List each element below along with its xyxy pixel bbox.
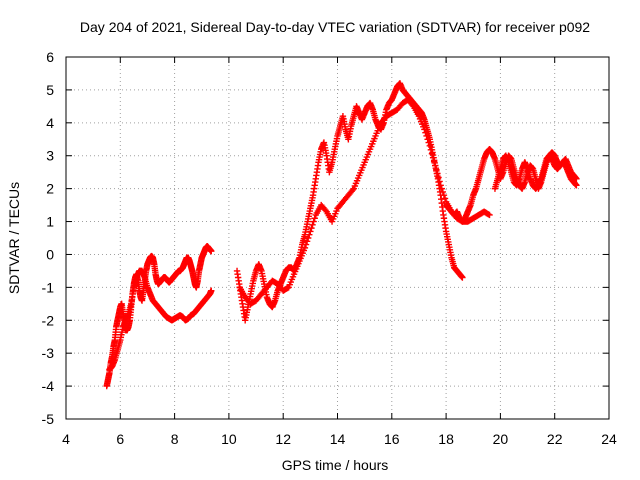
data-point-marker xyxy=(306,231,313,238)
data-point-marker xyxy=(427,146,435,154)
y-tick-labels: -5 -4 -3 -2 -1 0 1 2 3 4 5 6 xyxy=(42,49,55,427)
data-point-marker xyxy=(436,178,443,185)
x-tick-label: 12 xyxy=(275,431,291,447)
data-point-marker xyxy=(437,182,444,189)
data-point-marker xyxy=(438,185,445,192)
data-point-marker xyxy=(430,158,438,165)
data-point-marker xyxy=(440,192,448,199)
data-point-marker xyxy=(310,218,317,225)
data-point-marker xyxy=(409,101,416,109)
y-tick-label: 6 xyxy=(46,49,54,65)
y-tick-label: -1 xyxy=(42,279,55,295)
data-point-marker xyxy=(432,162,439,169)
series-segment-3 xyxy=(442,145,580,225)
data-point-marker xyxy=(311,215,318,222)
data-point-marker xyxy=(349,186,356,194)
series-segment-1 xyxy=(103,243,215,390)
data-point-marker xyxy=(422,129,429,136)
x-tick-label: 16 xyxy=(384,431,400,447)
data-point-marker xyxy=(423,132,430,140)
x-tick-label: 6 xyxy=(116,431,124,447)
data-points xyxy=(103,80,580,390)
y-tick-label: 2 xyxy=(46,181,54,197)
x-tick-label: 4 xyxy=(62,431,70,447)
data-point-marker xyxy=(308,224,315,232)
data-point-marker xyxy=(573,182,580,189)
data-point-marker xyxy=(322,207,329,214)
x-tick-label: 22 xyxy=(547,431,563,447)
data-point-marker xyxy=(424,136,431,143)
data-point-marker xyxy=(433,166,440,173)
data-point-marker xyxy=(208,247,215,255)
x-tick-label: 24 xyxy=(601,431,617,447)
y-tick-label: 1 xyxy=(46,214,54,230)
y-tick-label: 0 xyxy=(46,246,54,262)
data-point-marker xyxy=(434,170,441,177)
y-tick-label: 5 xyxy=(46,82,54,98)
x-tick-label: 8 xyxy=(171,431,179,447)
data-point-marker xyxy=(303,238,311,245)
y-tick-label: -2 xyxy=(42,312,55,328)
data-point-marker xyxy=(307,228,314,235)
x-tick-labels: 4 6 8 10 12 14 16 18 20 22 24 xyxy=(62,431,617,447)
data-point-marker xyxy=(441,195,449,202)
data-point-marker xyxy=(304,234,312,242)
series-segment-3b xyxy=(491,152,580,192)
y-tick-label: 4 xyxy=(46,115,54,131)
data-point-marker xyxy=(428,150,436,157)
data-point-marker xyxy=(301,244,309,252)
series-segment-2b xyxy=(236,96,493,308)
y-axis-label: SDTVAR / TECUs xyxy=(6,182,22,294)
y-tick-label: 3 xyxy=(46,148,54,164)
x-tick-label: 18 xyxy=(438,431,454,447)
data-point-marker xyxy=(439,188,447,196)
chart-title: Day 204 of 2021, Sidereal Day-to-day VTE… xyxy=(80,19,590,35)
y-tick-label: -3 xyxy=(42,345,55,361)
grid xyxy=(66,57,609,419)
data-point-marker xyxy=(421,126,428,133)
y-tick-label: -5 xyxy=(42,411,55,427)
data-point-marker xyxy=(302,241,310,248)
data-point-marker xyxy=(429,154,437,161)
data-point-marker xyxy=(435,174,442,181)
ticks xyxy=(65,56,610,420)
data-point-marker xyxy=(486,211,493,219)
x-axis-label: GPS time / hours xyxy=(282,457,389,473)
data-point-marker xyxy=(426,142,434,150)
y-tick-label: -4 xyxy=(42,378,55,394)
x-tick-label: 10 xyxy=(221,431,237,447)
x-tick-label: 14 xyxy=(330,431,346,447)
x-tick-label: 20 xyxy=(493,431,509,447)
data-point-marker xyxy=(425,139,432,146)
data-point-marker xyxy=(309,221,316,229)
data-point-marker xyxy=(208,287,215,294)
data-point-marker xyxy=(459,274,466,281)
series-segment-1b xyxy=(106,267,215,373)
